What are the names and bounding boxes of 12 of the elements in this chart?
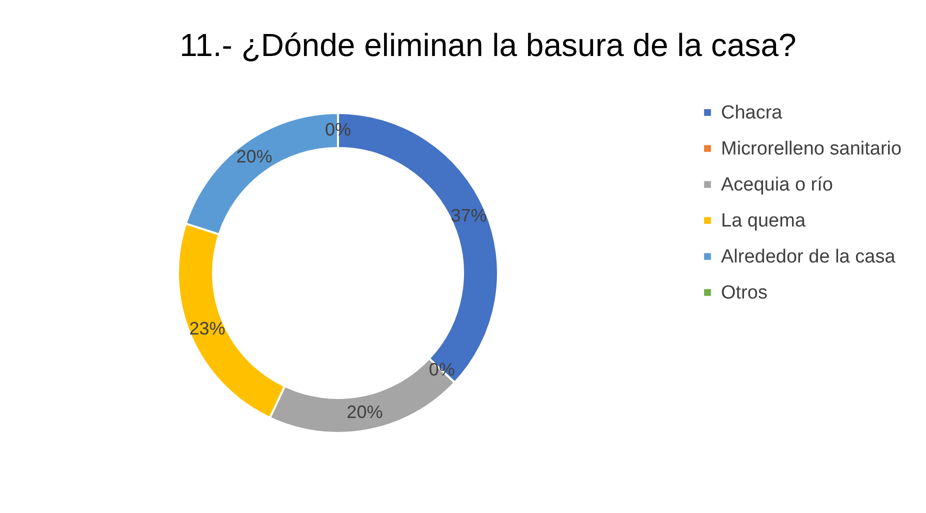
legend-label: Chacra <box>721 102 783 124</box>
legend-label: Otros <box>721 282 768 304</box>
data-label: 37% <box>450 205 487 226</box>
legend-label: Microrelleno sanitario <box>721 138 902 160</box>
legend-label: Acequia o río <box>721 174 833 196</box>
legend-label: Alrededor de la casa <box>721 246 896 268</box>
data-label: 20% <box>346 402 383 422</box>
chart-title: 11.- ¿Dónde eliminan la basura de la casa? <box>180 27 796 63</box>
legend-label: La quema <box>721 210 806 232</box>
data-label: 20% <box>236 146 272 167</box>
data-label: 23% <box>189 318 226 339</box>
text: 0% <box>428 360 455 380</box>
